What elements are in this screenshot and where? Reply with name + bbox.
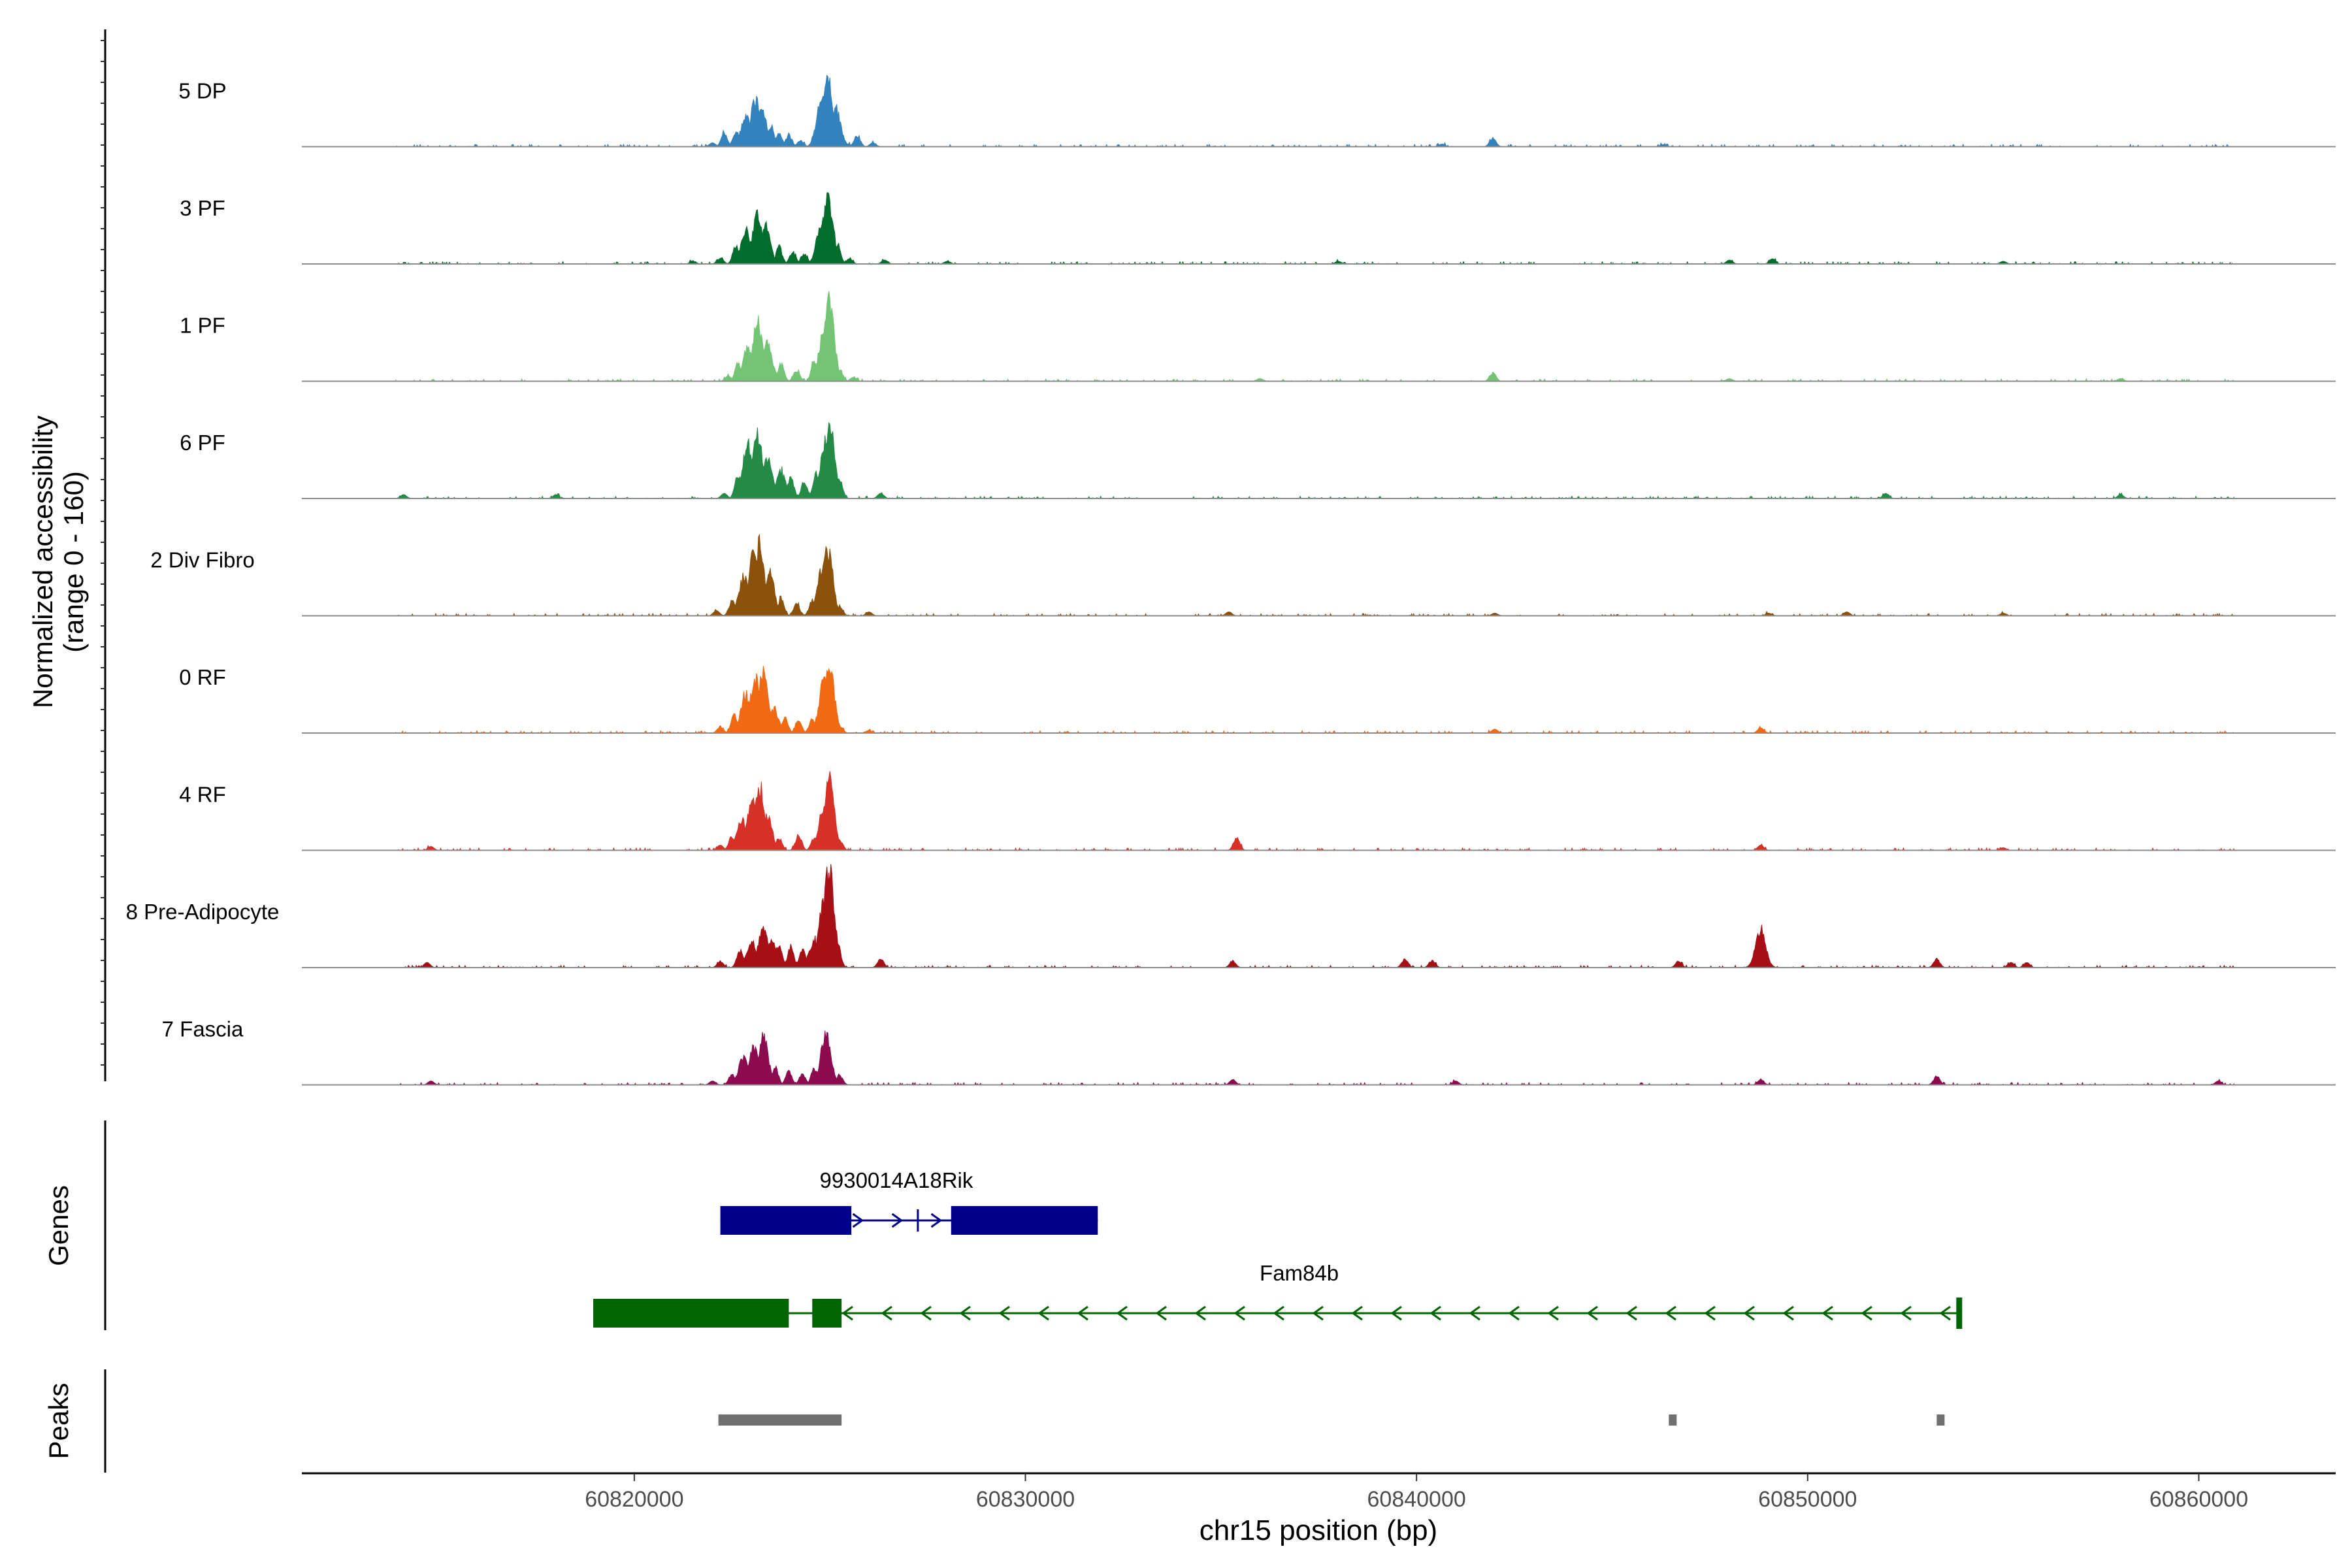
track-label: 2 Div Fibro (150, 548, 255, 572)
strand-arrow (1351, 1305, 1363, 1321)
y-minor-ticks (101, 40, 105, 1066)
track-label: 5 DP (178, 79, 226, 103)
strand-arrow (1625, 1305, 1637, 1321)
genes-track-title: Genes (43, 1185, 74, 1266)
coverage-track: 8 Pre-Adipocyte (126, 864, 2336, 969)
coverage-area (395, 421, 2234, 500)
strand-arrow (1782, 1305, 1794, 1321)
strand-arrow (930, 1213, 943, 1228)
track-label: 8 Pre-Adipocyte (126, 900, 280, 924)
gene-model: Fam84b (593, 1261, 1963, 1329)
gene-end-bar (1956, 1298, 1963, 1329)
strand-arrow (1194, 1305, 1206, 1321)
coverage-area (395, 74, 2234, 148)
strand-arrow (1939, 1305, 1951, 1321)
strand-arrow (1821, 1305, 1833, 1321)
coverage-area (395, 291, 2235, 382)
genes-track: 9930014A18Rik Fam84b (593, 1168, 1963, 1329)
strand-arrow (1155, 1305, 1167, 1321)
strand-arrow (998, 1305, 1010, 1321)
strand-arrow (1037, 1305, 1049, 1321)
coverage-track: 5 DP (178, 74, 2336, 148)
strand-arrow (1390, 1305, 1402, 1321)
track-label: 1 PF (180, 314, 225, 338)
strand-arrow (920, 1305, 932, 1321)
x-tick-label: 60830000 (976, 1487, 1075, 1512)
peaks-track (718, 1414, 1945, 1426)
peaks-track-title: Peaks (43, 1383, 74, 1460)
strand-arrow (1469, 1305, 1480, 1321)
x-tick-label: 60840000 (1367, 1487, 1466, 1512)
coverage-track: 7 Fascia (162, 1017, 2336, 1086)
x-tick-label: 60820000 (585, 1487, 683, 1512)
strand-arrow (1743, 1305, 1755, 1321)
peak-region (1936, 1414, 1945, 1426)
strand-arrow (1704, 1305, 1716, 1321)
coverage-track: 0 RF (179, 665, 2336, 734)
x-tick-label: 60850000 (1758, 1487, 1857, 1512)
peak-region (718, 1414, 842, 1426)
strand-arrow (841, 1305, 853, 1321)
gene-exon (951, 1206, 1098, 1235)
strand-arrow (1861, 1305, 1872, 1321)
strand-arrow (1116, 1305, 1128, 1321)
x-ticks: 60820000 60830000 60840000 60850000 60860000 (585, 1473, 2248, 1512)
strand-arrow (1273, 1305, 1284, 1321)
gene-exon (720, 1206, 852, 1235)
gene-model: 9930014A18Rik (720, 1168, 1098, 1235)
strand-arrow (1077, 1305, 1088, 1321)
strand-arrow (1508, 1305, 1520, 1321)
peak-region (1669, 1414, 1677, 1426)
gene-label: 9930014A18Rik (820, 1168, 973, 1192)
x-tick-label: 60860000 (2149, 1487, 2248, 1512)
coverage-area (395, 1030, 2234, 1086)
coverage-track: 1 PF (180, 291, 2336, 382)
coverage-area (395, 666, 2235, 734)
coverage-area (395, 533, 2234, 617)
track-label: 7 Fascia (162, 1017, 244, 1041)
strand-arrow (1665, 1305, 1676, 1321)
coverage-area (395, 864, 2235, 969)
strand-arrow (959, 1305, 971, 1321)
strand-arrow (1900, 1305, 1912, 1321)
track-label: 0 RF (179, 665, 226, 689)
gene-label: Fam84b (1260, 1261, 1339, 1285)
track-label: 6 PF (180, 431, 225, 455)
strand-arrow (1312, 1305, 1324, 1321)
coverage-track: 2 Div Fibro (150, 533, 2336, 617)
gene-exon (812, 1299, 842, 1328)
strand-arrow (891, 1213, 904, 1228)
track-label: 4 RF (179, 783, 226, 807)
track-label: 3 PF (180, 196, 225, 220)
coverage-track: 3 PF (180, 192, 2336, 265)
strand-arrow (852, 1213, 864, 1228)
coverage-area (395, 192, 2234, 265)
strand-arrow (1233, 1305, 1245, 1321)
strand-arrow (1547, 1305, 1559, 1321)
strand-arrow (1586, 1305, 1598, 1321)
strand-arrow (1429, 1305, 1441, 1321)
strand-arrow (881, 1305, 892, 1321)
coverage-area (395, 771, 2234, 851)
y-axis-title: Normalized accessibility (27, 416, 58, 708)
y-axis-range: (range 0 - 160) (58, 471, 89, 653)
x-axis-title: chr15 position (bp) (1200, 1514, 1437, 1546)
coverage-track: 4 RF (179, 771, 2336, 851)
coverage-track: 6 PF (180, 421, 2336, 500)
coverage-tracks: 5 DP 3 PF 1 PF 6 PF 2 Div Fibro 0 RF 4 RF 8 Pre… (126, 74, 2336, 1086)
gene-exon (593, 1299, 789, 1328)
